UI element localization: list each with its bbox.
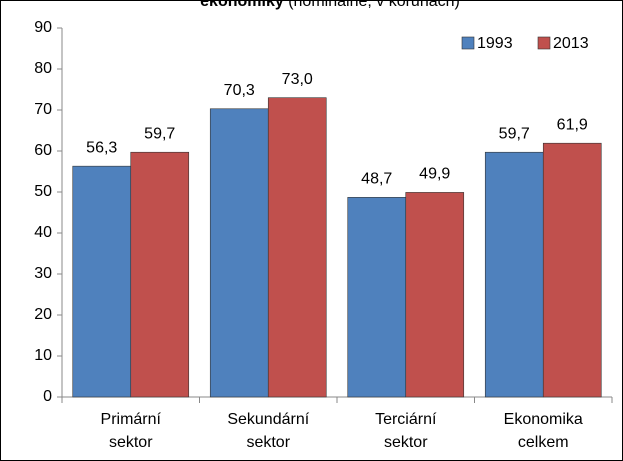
bar [130,151,190,398]
chart-title: ekonomiky (nominálně, v korunách) [200,0,460,10]
y-tick-label: 40 [34,224,52,241]
x-tick-label: celkem [518,434,569,451]
bar [405,192,465,398]
value-label: 56,3 [86,139,117,156]
x-tick-label: Ekonomika [504,411,583,428]
legend-swatch [461,36,475,50]
bar [72,165,132,398]
value-label: 48,7 [361,171,392,188]
value-label: 61,9 [557,116,588,133]
x-tick-label: Sekundární [227,411,309,428]
y-tick-label: 90 [34,19,52,36]
legend-label: 2013 [553,35,589,52]
y-tick-label: 60 [34,142,52,159]
y-tick-label: 10 [34,347,52,364]
value-label: 49,9 [419,166,450,183]
legend-swatch [537,36,551,50]
y-tick-label: 20 [34,306,52,323]
title-bold: ekonomiky [200,0,284,10]
x-tick-label: Terciární [375,411,437,428]
x-tick-label: sektor [246,434,290,451]
value-label: 73,0 [282,71,313,88]
value-label: 70,3 [224,82,255,99]
title-rest: (nominálně, v korunách) [288,0,460,10]
bar [209,108,269,398]
x-tick-label: sektor [384,434,428,451]
y-tick-label: 80 [34,60,52,77]
bar [267,97,327,398]
bar [542,142,602,398]
legend-label: 1993 [477,35,513,52]
x-tick-label: Primární [101,411,162,428]
y-tick-label: 50 [34,183,52,200]
value-label: 59,7 [499,125,530,142]
y-tick-label: 0 [43,388,52,405]
bar [484,151,544,398]
bar [347,197,407,398]
x-tick-label: sektor [109,434,153,451]
value-label: 59,7 [144,125,175,142]
y-tick-label: 30 [34,265,52,282]
y-tick-label: 70 [34,101,52,118]
